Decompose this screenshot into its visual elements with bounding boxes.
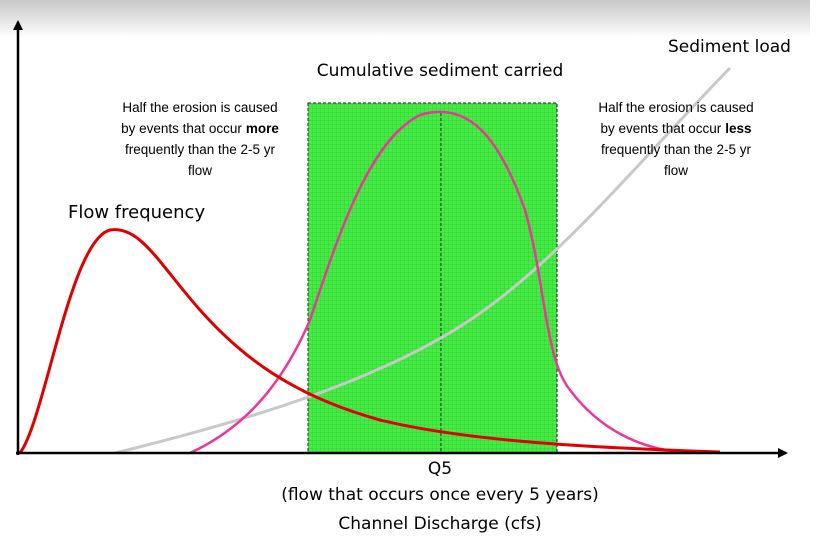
q5-note: (flow that occurs once every 5 years) bbox=[281, 485, 599, 505]
note-line: frequently than the 2-5 yr bbox=[601, 142, 752, 157]
note-line: by events that occur less bbox=[600, 121, 751, 136]
top-shadow bbox=[0, 0, 810, 38]
x-axis-label: Channel Discharge (cfs) bbox=[338, 514, 541, 534]
left-note: Half the erosion is caused by events tha… bbox=[121, 100, 279, 178]
flow-frequency-curve bbox=[18, 228, 721, 454]
note-line: Half the erosion is caused bbox=[598, 100, 753, 115]
shaded-region bbox=[307, 102, 558, 454]
note-text: by events that occur bbox=[600, 121, 721, 136]
q5-label: Q5 bbox=[428, 459, 452, 479]
note-line: Half the erosion is caused bbox=[122, 100, 277, 115]
note-line: by events that occur more bbox=[121, 121, 279, 136]
cumulative-label: Cumulative sediment carried bbox=[317, 61, 564, 81]
right-note: Half the erosion is caused by events tha… bbox=[598, 100, 753, 178]
note-bold: less bbox=[725, 121, 751, 136]
flow-frequency-label: Flow frequency bbox=[68, 202, 205, 223]
note-text: by events that occur bbox=[121, 121, 242, 136]
note-bold: more bbox=[246, 121, 280, 136]
note-line: flow bbox=[188, 163, 212, 178]
note-line: flow bbox=[664, 163, 688, 178]
note-line: frequently than the 2-5 yr bbox=[125, 142, 276, 157]
cumulative-curve bbox=[189, 110, 681, 455]
sediment-load-label: Sediment load bbox=[668, 37, 791, 57]
